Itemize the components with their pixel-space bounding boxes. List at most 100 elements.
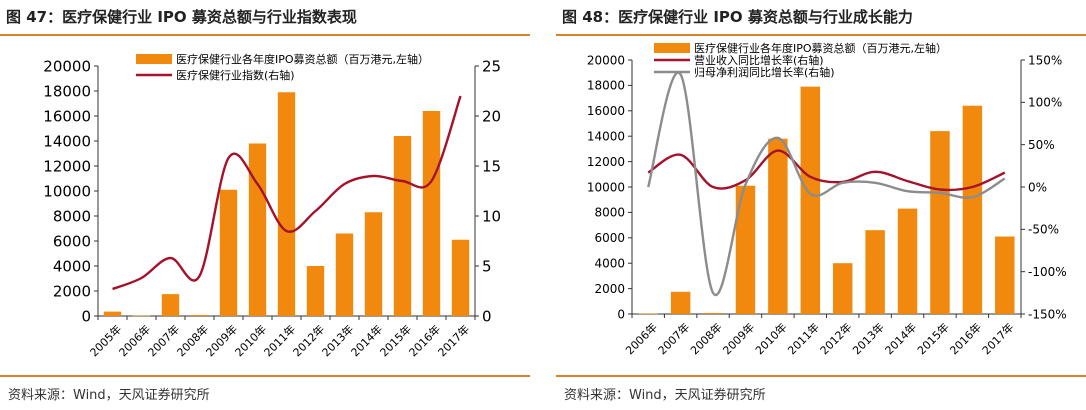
x-tick-label: 2005年 <box>87 322 124 359</box>
bar <box>995 236 1015 314</box>
left-tick-label: 0 <box>81 307 91 325</box>
x-tick-label: 2009年 <box>203 322 240 359</box>
left-tick-label: 20000 <box>43 57 91 75</box>
legend-label: 医疗保健行业各年度IPO募资总额（百万港元,左轴） <box>694 41 947 55</box>
bar <box>638 313 658 315</box>
source-divider <box>0 375 530 377</box>
legend-label: 医疗保健行业各年度IPO募资总额（百万港元,左轴） <box>176 52 429 66</box>
x-tick-label: 2007年 <box>655 320 692 357</box>
chart-panel-48: 图 48：医疗保健行业 IPO 募资总额与行业成长能力 0 2000 4000 600… <box>556 0 1086 410</box>
bar <box>865 230 885 314</box>
bar <box>768 138 788 314</box>
x-tick-label: 2012年 <box>290 322 327 359</box>
left-tick-label: 18000 <box>587 79 625 93</box>
series-line <box>647 71 1006 297</box>
bar <box>800 86 821 314</box>
bar <box>670 291 691 314</box>
x-tick-label: 2016年 <box>947 320 984 357</box>
x-tick-label: 2015年 <box>914 320 951 357</box>
source-note: 资料来源：Wind，天风证券研究所 <box>8 388 210 403</box>
right-tick-label: 25 <box>482 57 501 75</box>
x-tick-label: 2009年 <box>720 320 757 357</box>
bar <box>451 239 470 316</box>
x-tick-label: 2008年 <box>174 322 211 359</box>
left-tick-label: 14000 <box>587 130 625 144</box>
title-divider <box>556 34 1086 36</box>
right-tick-label: 150% <box>1028 53 1062 67</box>
bar <box>393 136 412 316</box>
source-note: 资料来源：Wind，天风证券研究所 <box>564 388 766 403</box>
left-tick-label: 14000 <box>43 132 91 150</box>
x-tick-label: 2011年 <box>261 322 298 359</box>
bar <box>735 185 756 314</box>
left-tick-label: 18000 <box>43 82 91 100</box>
bar <box>103 311 122 316</box>
bar <box>248 143 267 316</box>
bar <box>703 312 723 314</box>
bar <box>132 315 151 317</box>
legend-label: 归母净利润同比增长率(右轴) <box>694 65 835 79</box>
x-tick-label: 2006年 <box>623 320 660 357</box>
bar <box>422 111 441 316</box>
x-tick-label: 2007年 <box>145 322 182 359</box>
left-tick-label: 10000 <box>587 180 625 194</box>
source-divider <box>556 375 1086 377</box>
x-tick-label: 2010年 <box>232 322 269 359</box>
chart-panel-47: 图 47：医疗保健行业 IPO 募资总额与行业指数表现 0 2000 4000 600… <box>0 0 530 410</box>
series-line <box>112 95 462 291</box>
series-line <box>647 149 1006 192</box>
x-tick-label: 2011年 <box>785 320 822 357</box>
left-tick-label: 20000 <box>587 53 625 67</box>
left-tick-label: 8000 <box>594 206 625 220</box>
x-tick-label: 2017年 <box>435 322 472 359</box>
left-tick-label: 4000 <box>53 257 91 275</box>
right-tick-label: -150% <box>1028 307 1067 321</box>
left-tick-label: 12000 <box>43 157 91 175</box>
legend-swatch-bar <box>136 54 172 64</box>
chart-title: 图 47：医疗保健行业 IPO 募资总额与行业指数表现 <box>6 8 357 26</box>
bar <box>832 263 853 314</box>
chart-47-svg: 0 2000 4000 6000 8000 10000 12000 14000 16000 180… <box>43 52 501 359</box>
x-tick-label: 2014年 <box>348 322 385 359</box>
chart-48-svg: 0 2000 4000 6000 8000 10000 12000 14000 16000 180… <box>587 41 1067 357</box>
left-tick-label: 6000 <box>594 231 625 245</box>
left-tick-label: 16000 <box>43 107 91 125</box>
bar <box>897 208 918 314</box>
right-tick-label: -100% <box>1028 265 1067 279</box>
left-tick-label: 10000 <box>43 182 91 200</box>
x-tick-label: 2008年 <box>687 320 724 357</box>
bar <box>930 131 950 314</box>
right-tick-label: 10 <box>482 207 501 225</box>
legend-label: 医疗保健行业指数(右轴) <box>176 68 295 82</box>
left-tick-label: 2000 <box>53 282 91 300</box>
left-tick-label: 2000 <box>594 282 625 296</box>
x-tick-label: 2014年 <box>882 320 919 357</box>
right-tick-label: -50% <box>1028 223 1059 237</box>
bar <box>277 92 296 316</box>
left-tick-label: 6000 <box>53 232 91 250</box>
x-tick-label: 2012年 <box>817 320 854 357</box>
x-tick-label: 2016年 <box>406 322 443 359</box>
x-tick-label: 2013年 <box>319 322 356 359</box>
right-tick-label: 15 <box>482 157 501 175</box>
legend-label: 营业收入同比增长率(右轴) <box>694 53 824 67</box>
right-tick-label: 0% <box>1028 180 1047 194</box>
left-tick-label: 0 <box>617 307 625 321</box>
bar <box>962 105 983 314</box>
title-divider <box>0 34 530 36</box>
x-tick-label: 2017年 <box>979 320 1016 357</box>
bar <box>306 266 325 316</box>
bar <box>219 189 238 316</box>
left-tick-label: 16000 <box>587 104 625 118</box>
left-tick-label: 8000 <box>53 207 91 225</box>
x-tick-label: 2015年 <box>377 322 414 359</box>
bar <box>190 315 209 316</box>
x-tick-label: 2010年 <box>752 320 789 357</box>
bar <box>364 212 383 316</box>
legend-swatch-bar <box>654 43 690 53</box>
right-tick-label: 50% <box>1028 138 1055 152</box>
x-tick-label: 2013年 <box>849 320 886 357</box>
right-tick-label: 5 <box>482 257 492 275</box>
right-tick-label: 100% <box>1028 96 1062 110</box>
left-tick-label: 12000 <box>587 155 625 169</box>
